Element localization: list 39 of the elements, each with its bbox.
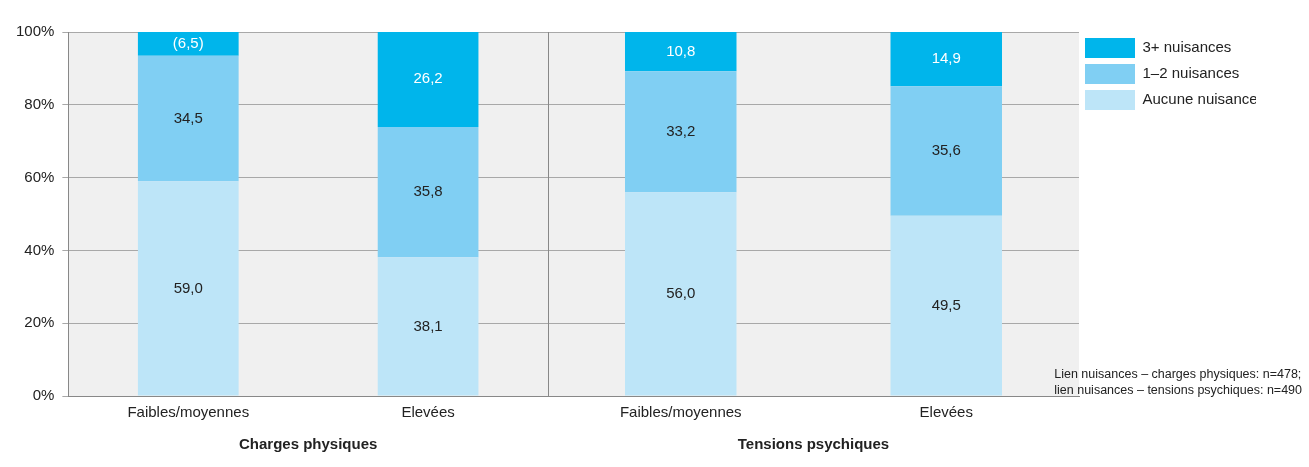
- y-tick-label: 40%: [24, 240, 55, 258]
- data-label: 35,8: [413, 182, 443, 200]
- data-label: 38,1: [413, 316, 443, 334]
- x-tick-label: Elevées: [401, 403, 455, 421]
- bar: [890, 86, 1003, 216]
- bar: [137, 55, 239, 182]
- y-tick-label: 20%: [24, 313, 55, 331]
- bar: [625, 32, 737, 72]
- bar: [377, 127, 479, 258]
- data-label: 34,5: [173, 108, 203, 126]
- y-tick-label: 0%: [32, 386, 55, 404]
- bar: [890, 32, 1003, 87]
- bar: [377, 257, 479, 396]
- bar: [890, 215, 1003, 396]
- data-label: 35,6: [931, 141, 961, 159]
- x-tick-label: Faibles/moyennes: [619, 403, 742, 421]
- legend-label: 3+ nuisances: [1142, 38, 1232, 56]
- data-label: 56,0: [666, 283, 696, 301]
- y-tick-label: 60%: [24, 167, 55, 185]
- x-axis-title: Tensions psychiques: [737, 435, 890, 453]
- data-label: 10,8: [666, 41, 696, 59]
- bar: [625, 71, 737, 193]
- data-label: 59,0: [173, 278, 203, 296]
- x-axis-title: Charges physiques: [238, 435, 378, 453]
- bar: [137, 181, 239, 396]
- data-label: 14,9: [931, 49, 961, 67]
- x-tick-label: Elevées: [919, 403, 973, 421]
- y-tick-label: 80%: [24, 94, 55, 112]
- x-tick-label: Faibles/moyennes: [127, 403, 250, 421]
- data-label: (6,5): [172, 33, 204, 51]
- data-label: 49,5: [931, 295, 961, 313]
- data-label: 33,2: [666, 121, 696, 139]
- y-tick-label: 100%: [15, 22, 55, 40]
- data-label: 26,2: [413, 69, 443, 87]
- bar: [377, 32, 479, 127]
- annotation: Lien nuisances – charges physiques: n=478; lien nuisances – tensions psychiques: n=490: [1054, 367, 1303, 397]
- bar: [137, 32, 239, 56]
- legend-label: 1–2 nuisances: [1142, 64, 1240, 82]
- bar: [625, 192, 737, 396]
